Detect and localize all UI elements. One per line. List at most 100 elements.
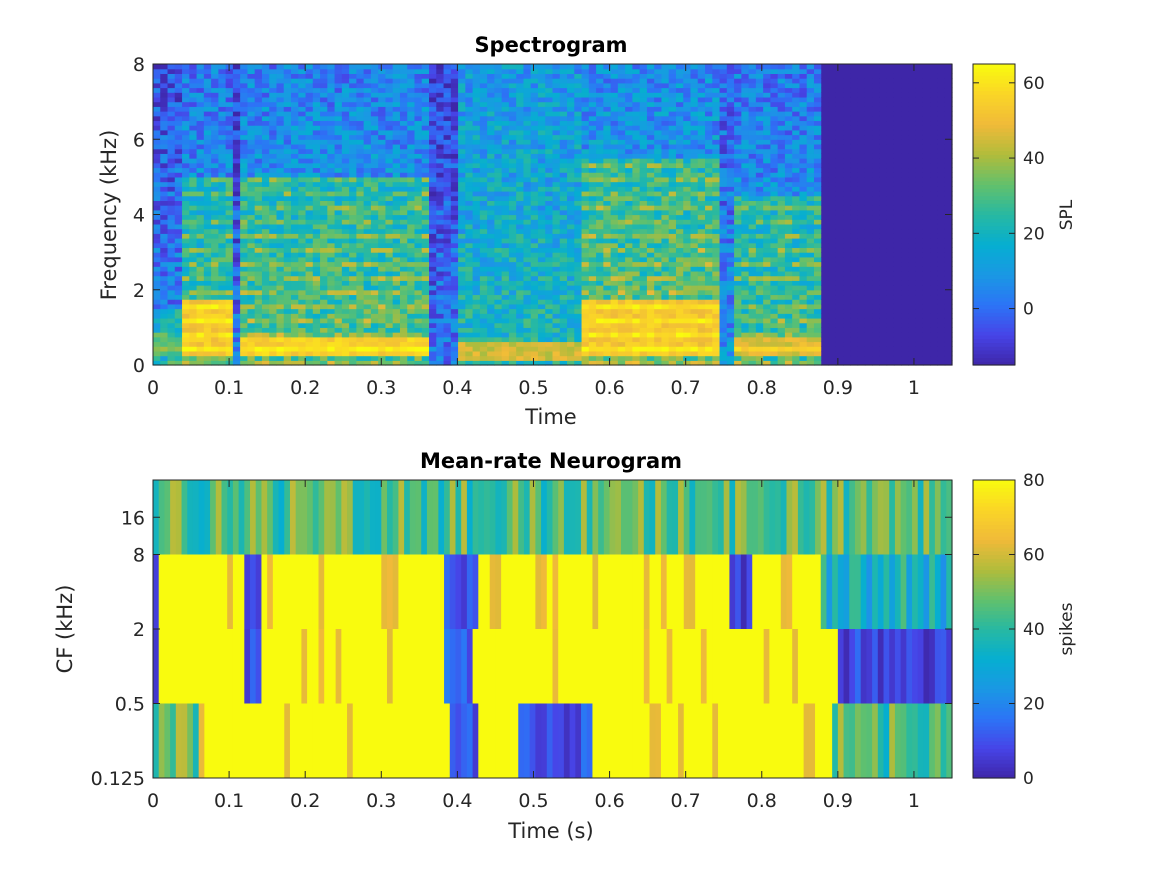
spectrogram-cell	[399, 242, 408, 249]
spectrogram-cell	[283, 92, 292, 98]
spectrogram-cell	[508, 327, 517, 333]
spectrogram-cell	[414, 280, 423, 286]
spectrogram-cell	[472, 176, 481, 183]
spectrogram-cell	[305, 78, 314, 84]
spectrogram-cell	[487, 134, 495, 140]
spectrogram-cell	[646, 125, 655, 131]
spectrogram-cell	[574, 256, 583, 263]
spectrogram-cell	[378, 327, 387, 333]
spectrogram-cell	[320, 78, 328, 84]
spectrogram-cell	[646, 78, 655, 84]
spectrogram-cell	[581, 247, 590, 253]
spectrogram-cell	[472, 214, 481, 220]
spectrogram-cell	[189, 270, 198, 277]
spectrogram-cell	[291, 120, 299, 126]
spectrogram-cell	[189, 139, 198, 145]
spectrogram-cell	[327, 68, 336, 74]
spectrogram-cell	[465, 158, 474, 164]
spectrogram-cell	[334, 294, 343, 300]
spectrogram-cell	[261, 186, 270, 192]
spectrogram-cell	[675, 139, 684, 145]
spectrogram-cell	[370, 247, 379, 253]
spectrogram-cell	[646, 252, 655, 258]
spectrogram-cell	[559, 317, 568, 324]
spectrogram-cell	[167, 256, 176, 263]
spectrogram-cell	[167, 87, 176, 93]
spectrogram-cell	[683, 64, 692, 70]
spectrogram-cell	[574, 92, 583, 98]
spectrogram-cell	[153, 106, 161, 112]
spectrogram-cell	[494, 129, 503, 136]
spectrogram-cell	[189, 294, 198, 300]
spectrogram-cell	[261, 228, 270, 234]
spectrogram-cell	[625, 242, 633, 249]
spectrogram-cell	[305, 289, 314, 296]
spectrogram-cell	[661, 332, 670, 338]
spectrogram-cell	[588, 270, 597, 277]
spectrogram-cell	[654, 223, 663, 230]
spectrogram-cell	[617, 322, 626, 328]
spectrogram-cell	[603, 209, 612, 216]
spectrogram-cell	[465, 73, 474, 79]
spectrogram-cell	[370, 327, 379, 333]
spectrogram-cell	[712, 233, 721, 239]
spectrogram-cell	[603, 106, 612, 112]
spectrogram-cell	[312, 106, 321, 112]
spectrogram-cell	[378, 238, 387, 244]
spectrogram-cell	[291, 78, 299, 84]
spectrogram-cell	[283, 346, 292, 352]
spectrogram-cell	[203, 252, 212, 258]
spectrogram-cell	[320, 68, 328, 74]
spectrogram-cell	[349, 148, 357, 154]
spectrogram-cell	[537, 190, 546, 197]
spectrogram-cell	[320, 87, 328, 93]
spectrogram-cell	[632, 64, 641, 70]
spectrogram-cell	[683, 275, 692, 281]
spectrogram-cell	[516, 129, 525, 136]
spectrogram-cell	[530, 68, 539, 74]
spectrogram-cell	[421, 101, 430, 107]
spectrogram-cell	[588, 162, 597, 169]
spectrogram-cell	[537, 195, 546, 201]
spectrogram-cell	[588, 200, 597, 206]
spectrogram-cell	[465, 181, 474, 187]
spectrogram-cell	[254, 158, 263, 164]
spectrogram-cell	[225, 139, 234, 145]
spectrogram-cell	[298, 148, 307, 154]
spectrogram-cell	[276, 322, 285, 328]
spectrogram-cell	[545, 261, 554, 267]
spectrogram-cell	[494, 186, 503, 192]
spectrogram-cell	[567, 195, 575, 201]
spectrogram-cell	[697, 247, 706, 253]
spectrogram-cell	[436, 322, 445, 328]
spectrogram-cell	[385, 101, 394, 107]
spectrogram-cell	[160, 270, 169, 277]
spectrogram-cell	[298, 233, 307, 239]
spectrogram-cell	[603, 360, 612, 366]
spectrogram-cell	[516, 223, 525, 230]
spectrogram-cell	[661, 275, 670, 281]
spectrogram-cell	[203, 233, 212, 239]
spectrogram-cell	[559, 289, 568, 296]
spectrogram-cell	[153, 256, 161, 263]
spectrogram-cell	[530, 275, 539, 281]
spectrogram-cell	[683, 195, 692, 201]
spectrogram-cell	[414, 299, 423, 305]
spectrogram-cell	[494, 78, 503, 84]
spectrogram-cell	[450, 336, 459, 343]
spectrogram-cell	[218, 176, 227, 183]
spectrogram-cell	[196, 181, 205, 187]
spectrogram-cell	[320, 111, 328, 117]
spectrogram-cell	[690, 242, 699, 249]
spectrogram-cell	[174, 336, 183, 343]
spectrogram-cell	[450, 266, 459, 272]
spectrogram-cell	[182, 181, 190, 187]
spectrogram-cell	[334, 322, 343, 328]
spectrogram-cell	[668, 172, 677, 178]
spectrogram-cell	[247, 190, 256, 197]
spectrogram-cell	[189, 355, 198, 361]
spectrogram-cell	[225, 129, 234, 136]
spectrogram-cell	[581, 205, 590, 211]
spectrogram-cell	[567, 256, 575, 263]
